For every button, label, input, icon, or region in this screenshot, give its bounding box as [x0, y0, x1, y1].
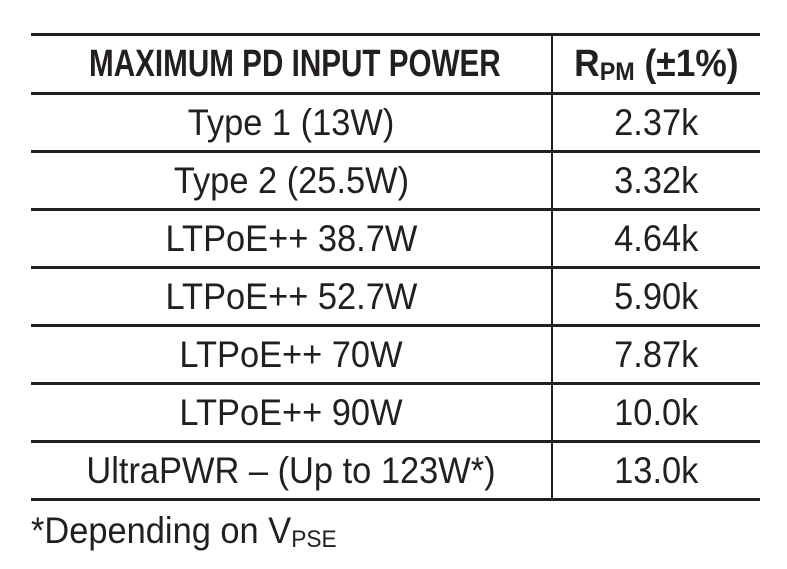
rpm-value: 5.90k [614, 275, 699, 317]
footnote-text-wrap: *Depending on VPSE [31, 508, 337, 559]
table-row: Type 2 (25.5W) 3.32k [31, 151, 760, 211]
power-cell: LTPoE++ 90W [31, 383, 553, 443]
col-header-power-label: MAXIMUM PD INPUT POWER [89, 42, 501, 85]
power-cell: Type 1 (13W) [31, 93, 553, 153]
rpm-cell: 2.37k [552, 93, 760, 153]
power-label: LTPoE++ 38.7W [165, 217, 417, 259]
table-row: LTPoE++ 38.7W 4.64k [31, 209, 760, 269]
rpm-value: 2.37k [614, 101, 699, 143]
col-header-rpm-label: RPM (±1%) [574, 42, 739, 87]
rpm-value: 3.32k [614, 159, 699, 201]
rpm-value: 4.64k [614, 217, 699, 259]
rpm-cell: 3.32k [552, 151, 760, 211]
rpm-cell: 10.0k [552, 383, 760, 443]
power-label: LTPoE++ 52.7W [165, 275, 417, 317]
rpm-subscript: PM [599, 58, 635, 86]
rpm-tolerance: (±1%) [634, 42, 739, 85]
power-label: Type 1 (13W) [187, 101, 395, 143]
power-cell: LTPoE++ 38.7W [31, 209, 553, 269]
power-cell: LTPoE++ 70W [31, 325, 553, 385]
table-row: Type 1 (13W) 2.37k [31, 93, 760, 153]
table-row: LTPoE++ 90W 10.0k [31, 383, 760, 443]
rpm-cell: 7.87k [552, 325, 760, 385]
header-row: MAXIMUM PD INPUT POWER RPM (±1%) [31, 34, 760, 95]
power-cell: UltraPWR – (Up to 123W*) [31, 441, 553, 501]
table-row: UltraPWR – (Up to 123W*) 13.0k [31, 441, 760, 501]
rpm-value: 13.0k [614, 449, 699, 491]
footnote-subscript: PSE [291, 526, 337, 554]
footnote-marker: * [31, 510, 45, 551]
rpm-value: 10.0k [614, 391, 699, 433]
rpm-cell: 13.0k [552, 441, 760, 501]
col-header-rpm: RPM (±1%) [552, 34, 760, 95]
power-label: UltraPWR – (Up to 123W*) [86, 449, 496, 491]
power-cell: Type 2 (25.5W) [31, 151, 553, 211]
rpm-cell: 5.90k [552, 267, 760, 327]
rpm-value: 7.87k [614, 333, 699, 375]
rpm-cell: 4.64k [552, 209, 760, 269]
table-row: LTPoE++ 70W 7.87k [31, 325, 760, 385]
rpm-symbol: R [574, 42, 600, 85]
rpm-selection-figure: MAXIMUM PD INPUT POWER RPM (±1%) Type 1 … [31, 33, 760, 559]
col-header-max-pd-input-power: MAXIMUM PD INPUT POWER [31, 34, 553, 95]
footnote: *Depending on VPSE [31, 508, 760, 559]
rpm-selection-table: MAXIMUM PD INPUT POWER RPM (±1%) Type 1 … [31, 33, 760, 501]
power-label: LTPoE++ 90W [179, 391, 403, 433]
power-label: Type 2 (25.5W) [173, 159, 409, 201]
power-cell: LTPoE++ 52.7W [31, 267, 553, 327]
table-row: LTPoE++ 52.7W 5.90k [31, 267, 760, 327]
footnote-text: Depending on V [44, 510, 292, 551]
power-label: LTPoE++ 70W [179, 333, 403, 375]
